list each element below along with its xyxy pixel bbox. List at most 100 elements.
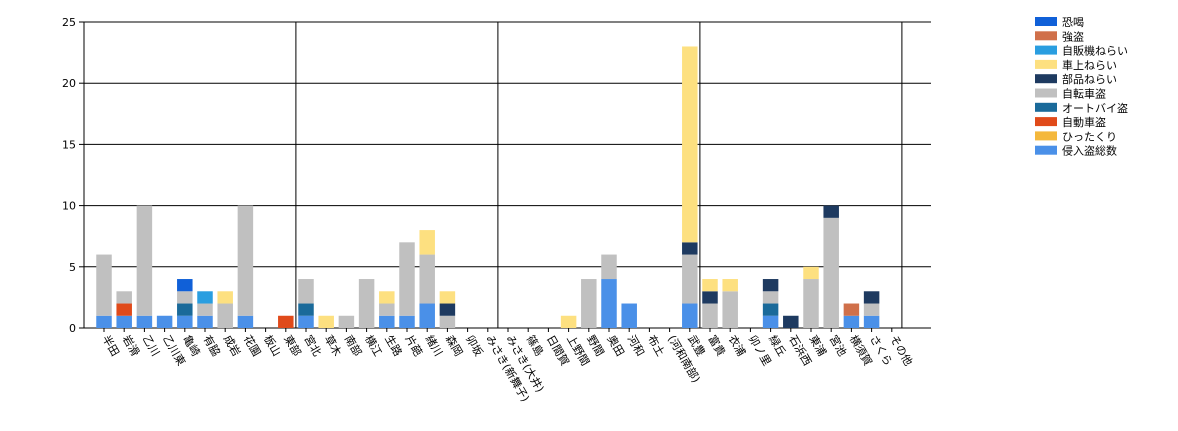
x-tick-label: 衣浦 <box>726 333 749 359</box>
x-tick-label: 半田 <box>99 333 122 359</box>
bar-segment <box>116 303 132 316</box>
bar-segment <box>581 279 597 328</box>
bar-segment <box>298 279 314 304</box>
legend-swatch <box>1035 145 1057 155</box>
bar-segment <box>682 303 698 328</box>
bar-segment <box>96 254 112 316</box>
x-tick-label: 花園 <box>241 333 263 359</box>
bar-segment <box>399 315 415 328</box>
x-tick-label: 緒川 <box>423 333 446 359</box>
bar-segment <box>298 303 314 316</box>
y-tick-label: 5 <box>69 261 76 274</box>
bar-segment <box>177 291 193 304</box>
x-tick-label: 乙川 <box>140 333 162 359</box>
bar-segment <box>439 303 456 316</box>
bar-segment <box>237 205 254 316</box>
y-tick-label: 0 <box>69 322 76 335</box>
y-tick-label: 25 <box>62 16 76 29</box>
bar-segment <box>237 315 254 328</box>
x-tick-label: 宮北 <box>301 333 324 359</box>
bar-segment <box>278 315 294 328</box>
legend-swatch <box>1035 131 1057 141</box>
bar-segment <box>783 315 799 328</box>
bar-segment <box>358 279 375 328</box>
bar-segment <box>116 315 132 328</box>
bar-segment <box>419 303 435 328</box>
legend-label: 自動車盗 <box>1062 115 1106 129</box>
legend-label: 部品ねらい <box>1062 72 1117 86</box>
bar-segment <box>338 315 355 328</box>
bar-segment <box>439 315 456 328</box>
bar-segment <box>682 46 698 243</box>
legend-swatch <box>1035 59 1057 69</box>
legend-swatch <box>1035 31 1057 41</box>
x-tick-label: 富貴 <box>705 333 728 359</box>
x-tick-label: 横江 <box>362 333 385 359</box>
bar-segment <box>762 303 779 316</box>
legend-swatch <box>1035 88 1057 98</box>
bar-segment <box>823 205 839 218</box>
bar-segment <box>682 254 698 304</box>
bar-segment <box>379 291 395 304</box>
bar-segment <box>379 303 395 316</box>
bar-segment <box>197 291 213 304</box>
bar-segment <box>803 279 819 328</box>
bar-segment <box>217 291 233 304</box>
legend-swatch <box>1035 117 1057 127</box>
bars-group <box>96 46 880 328</box>
x-tick-label: 布土 <box>645 333 667 359</box>
x-labels-group: 半田岩滑乙川乙川東亀崎有脇成岩花園板山東部宮北草木南部横江生路片葩緒川森岡卯坂み… <box>99 328 915 404</box>
bar-segment <box>177 279 193 292</box>
bar-segment <box>298 315 314 328</box>
x-tick-label: 東部 <box>281 333 304 359</box>
x-tick-label: 草木 <box>322 333 344 359</box>
bar-segment <box>863 291 880 304</box>
bar-segment <box>702 303 718 328</box>
legend-label: ひったくり <box>1062 130 1117 143</box>
bar-segment <box>863 303 880 316</box>
bar-segment <box>702 279 718 292</box>
x-tick-label: 成岩 <box>221 333 244 359</box>
bar-segment <box>803 266 819 280</box>
bar-segment <box>863 315 880 328</box>
bar-segment <box>197 303 213 316</box>
grid-group: 0 5 10 15 20 25 <box>62 16 931 335</box>
bar-segment <box>601 254 617 280</box>
y-tick-label: 10 <box>62 200 76 213</box>
bar-segment <box>136 205 153 316</box>
x-tick-label: 南部 <box>342 333 365 359</box>
bar-segment <box>419 230 435 255</box>
x-tick-label: 奥田 <box>604 333 627 359</box>
bar-segment <box>722 291 738 328</box>
legend-swatch <box>1035 74 1057 84</box>
x-tick-label: 有脇 <box>200 333 223 359</box>
x-tick-label: 板山 <box>261 333 284 359</box>
bar-segment <box>843 303 860 316</box>
bar-segment <box>601 279 617 328</box>
bar-segment <box>217 303 233 328</box>
legend-label: 自転車盗 <box>1062 87 1106 101</box>
bar-segment <box>136 315 153 328</box>
bar-segment <box>439 291 456 304</box>
legend-swatch <box>1035 102 1057 112</box>
legend-label: 車上ねらい <box>1062 58 1117 72</box>
bar-segment <box>762 315 779 328</box>
legend-swatch <box>1035 45 1057 55</box>
bar-segment <box>197 315 213 328</box>
bar-segment <box>621 303 637 328</box>
bar-segment <box>722 279 738 292</box>
x-tick-label: 卯坂 <box>463 333 485 359</box>
legend: 恐喝強盗自販機ねらい車上ねらい部品ねらい自転車盗オートバイ盗自動車盗ひったくり侵… <box>1035 16 1128 158</box>
bar-segment <box>96 315 112 328</box>
x-tick-label: 河和 <box>625 333 647 359</box>
legend-label: 自販機ねらい <box>1062 44 1128 58</box>
bar-segment <box>318 315 334 328</box>
bar-segment <box>419 254 435 304</box>
x-tick-label: 岩滑 <box>120 333 143 359</box>
bar-segment <box>399 242 415 316</box>
bar-segment <box>379 315 395 328</box>
bar-segment <box>762 279 779 292</box>
bar-segment <box>177 315 193 328</box>
